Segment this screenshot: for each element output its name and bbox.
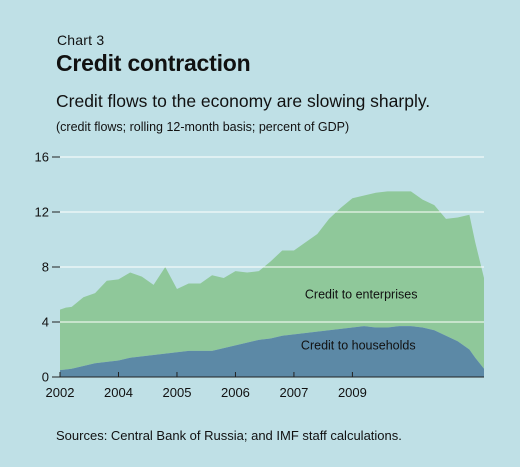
chart-units-note: (credit flows; rolling 12-month basis; p… bbox=[56, 120, 350, 134]
chart-subtitle: Credit flows to the economy are slowing … bbox=[56, 91, 431, 111]
chart-kicker: Chart 3 bbox=[57, 32, 105, 48]
chart-areas bbox=[60, 191, 484, 377]
series-annotation-label: Credit to enterprises bbox=[305, 288, 418, 302]
x-tick-label: 2005 bbox=[163, 385, 192, 400]
series-area-enterprises bbox=[60, 191, 484, 371]
x-tick-label: 2006 bbox=[221, 385, 250, 400]
y-axis-ticks: 0 4 8 12 16 bbox=[35, 150, 60, 385]
series-area-households bbox=[60, 326, 484, 377]
y-tick-label: 8 bbox=[42, 260, 49, 275]
series-annotation-label: Credit to households bbox=[301, 339, 416, 353]
source-note: Sources: Central Bank of Russia; and IMF… bbox=[56, 428, 402, 443]
x-tick-label: 2004 bbox=[104, 385, 133, 400]
x-tick-label: 2002 bbox=[46, 385, 75, 400]
y-tick-label: 16 bbox=[35, 150, 49, 165]
y-tick-label: 0 bbox=[42, 370, 49, 385]
chart-annotations: Credit to enterprises Credit to household… bbox=[301, 288, 418, 353]
y-tick-label: 12 bbox=[35, 205, 49, 220]
x-tick-label: 2007 bbox=[279, 385, 308, 400]
chart-title: Credit contraction bbox=[56, 50, 251, 76]
y-tick-label: 4 bbox=[42, 315, 49, 330]
x-tick-label: 2009 bbox=[338, 385, 367, 400]
x-axis-ticks: 2002 2004 2005 2006 2007 2009 bbox=[46, 372, 367, 400]
chart-gridlines bbox=[60, 156, 484, 323]
